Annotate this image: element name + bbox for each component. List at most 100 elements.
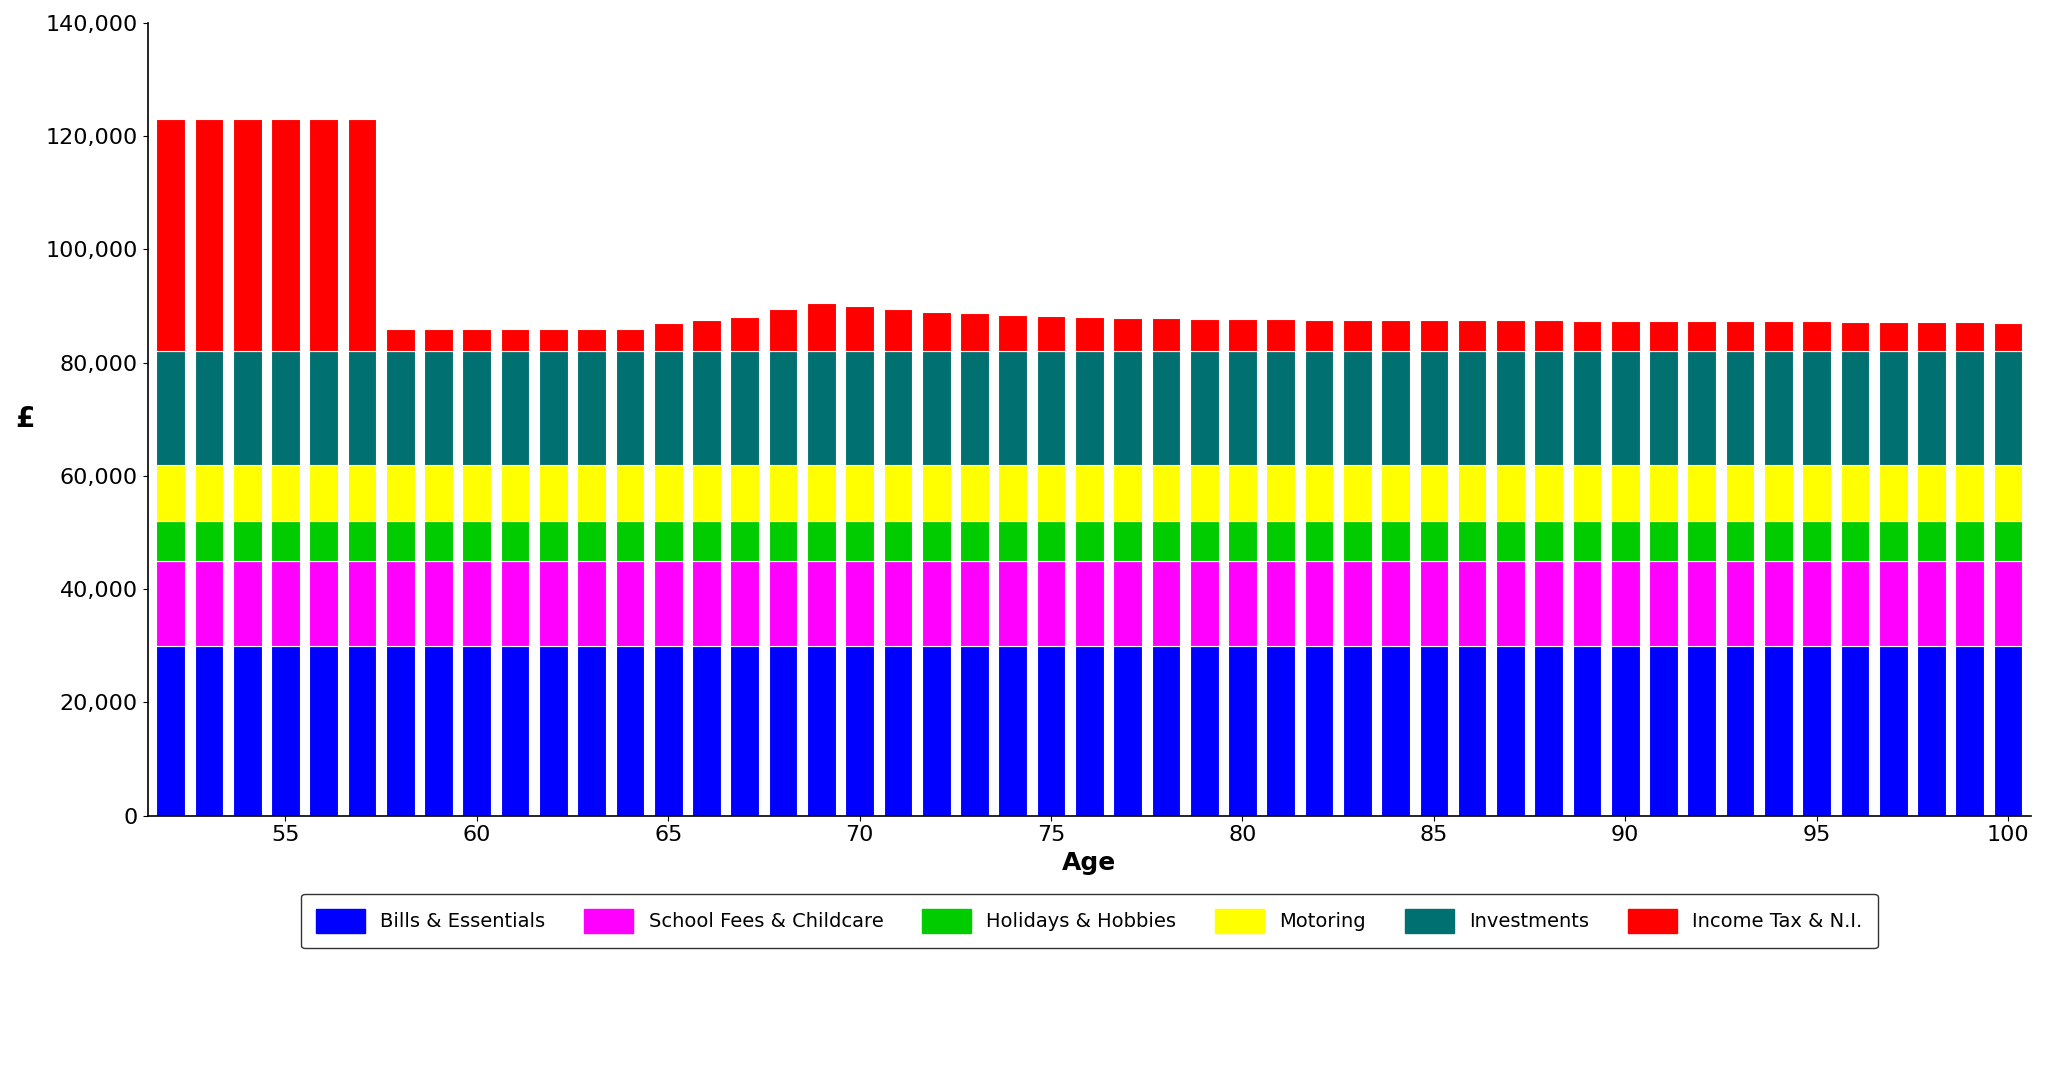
Bar (1802, 521, 1831, 561)
Bar (883, 309, 911, 351)
Bar (1229, 319, 1257, 351)
Bar (922, 312, 950, 351)
Bar (807, 561, 836, 646)
Bar (1151, 465, 1180, 521)
Bar (1419, 320, 1448, 351)
Bar (1266, 646, 1294, 816)
Bar (1190, 319, 1219, 351)
Bar (768, 465, 797, 521)
Bar (1229, 465, 1257, 521)
Bar (1458, 521, 1487, 561)
Bar (653, 323, 682, 351)
Bar (502, 465, 530, 521)
Bar (1993, 561, 2023, 646)
Bar (961, 465, 989, 521)
Bar (846, 521, 874, 561)
Bar (1993, 351, 2023, 465)
Bar (1229, 646, 1257, 816)
Bar (270, 120, 299, 351)
Bar (1649, 351, 1677, 465)
Bar (539, 329, 567, 351)
Bar (1763, 351, 1792, 465)
Bar (1612, 561, 1640, 646)
Bar (1649, 646, 1677, 816)
Bar (233, 521, 262, 561)
Bar (539, 561, 567, 646)
Bar (1343, 646, 1372, 816)
Bar (692, 351, 721, 465)
Bar (961, 313, 989, 351)
Bar (309, 521, 338, 561)
Bar (1534, 320, 1563, 351)
Bar (1075, 521, 1104, 561)
Bar (1380, 646, 1409, 816)
Bar (883, 646, 911, 816)
Bar (807, 646, 836, 816)
Bar (1114, 646, 1143, 816)
Bar (348, 465, 377, 521)
Bar (731, 465, 760, 521)
Bar (1114, 521, 1143, 561)
Bar (1612, 351, 1640, 465)
Bar (1802, 561, 1831, 646)
Bar (348, 120, 377, 351)
Bar (807, 465, 836, 521)
Bar (1534, 646, 1563, 816)
Bar (1763, 321, 1792, 351)
Bar (1497, 351, 1526, 465)
Bar (424, 646, 453, 816)
Bar (846, 351, 874, 465)
Bar (1573, 465, 1602, 521)
Bar (1419, 646, 1448, 816)
Bar (309, 561, 338, 646)
Bar (846, 646, 874, 816)
Bar (1802, 646, 1831, 816)
Bar (1036, 521, 1065, 561)
Bar (1305, 646, 1333, 816)
Bar (616, 561, 645, 646)
Bar (1305, 465, 1333, 521)
Bar (1649, 465, 1677, 521)
Bar (1151, 351, 1180, 465)
Bar (1612, 646, 1640, 816)
Bar (348, 351, 377, 465)
Bar (1726, 351, 1755, 465)
Bar (999, 465, 1028, 521)
Y-axis label: £: £ (14, 405, 35, 433)
Bar (1726, 321, 1755, 351)
Bar (578, 646, 606, 816)
Bar (539, 646, 567, 816)
X-axis label: Age: Age (1063, 851, 1116, 874)
Bar (1075, 465, 1104, 521)
Bar (922, 521, 950, 561)
Bar (463, 329, 492, 351)
Bar (1763, 561, 1792, 646)
Bar (768, 561, 797, 646)
Bar (1878, 521, 1907, 561)
Bar (692, 465, 721, 521)
Bar (1380, 319, 1409, 351)
Bar (1114, 318, 1143, 351)
Bar (1726, 561, 1755, 646)
Bar (1878, 351, 1907, 465)
Bar (156, 120, 184, 351)
Bar (1573, 321, 1602, 351)
Bar (1036, 561, 1065, 646)
Bar (616, 465, 645, 521)
Bar (1612, 521, 1640, 561)
Bar (385, 465, 414, 521)
Bar (1266, 319, 1294, 351)
Bar (385, 521, 414, 561)
Bar (156, 351, 184, 465)
Bar (1917, 351, 1946, 465)
Bar (1305, 319, 1333, 351)
Bar (616, 646, 645, 816)
Bar (1114, 465, 1143, 521)
Bar (1878, 322, 1907, 351)
Bar (233, 646, 262, 816)
Bar (233, 465, 262, 521)
Bar (1688, 561, 1716, 646)
Bar (195, 465, 223, 521)
Bar (348, 646, 377, 816)
Bar (502, 521, 530, 561)
